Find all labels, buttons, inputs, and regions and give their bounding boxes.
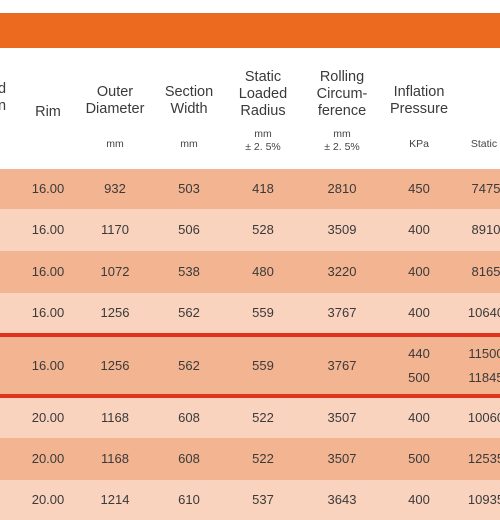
cell-pressure: 450 [408, 181, 430, 196]
header-partial-left: d n [0, 81, 6, 115]
header-rolling-circumference: Rolling Circum- ference [317, 69, 368, 120]
header-static-loaded-radius: Static Loaded Radius [239, 69, 287, 120]
cell-rim: 20.00 [31, 410, 65, 425]
cell-pressure: 400 [408, 410, 430, 425]
cell-static: 11500 [468, 345, 500, 361]
cell-static: 11845 [468, 369, 500, 385]
cell-section-width: 608 [178, 410, 200, 425]
header-inflation-pressure-line2: Pressure [389, 101, 449, 117]
cell-pressure: 400 [408, 222, 430, 237]
cell-rolling-circumference: 3507 [327, 410, 357, 425]
cell-rolling-circumference: 3507 [327, 451, 357, 466]
table-row[interactable]: 16.00 932 503 418 2810 450 7475 [0, 169, 500, 209]
cell-pressure: 400 [408, 305, 430, 320]
unit-inflation-pressure: KPa [409, 138, 429, 150]
unit-rolling-circumference: mm ± 2. 5% [324, 128, 360, 154]
cell-static: 10060 [467, 410, 500, 425]
cell-section-width: 562 [178, 357, 200, 373]
cell-rim: 16.00 [31, 264, 65, 279]
header-outer-diameter: Outer Diameter [86, 84, 145, 118]
header-static-loaded-radius-line1: Static [244, 69, 282, 85]
highlight-border-bottom [0, 394, 500, 398]
highlight-border-top [0, 333, 500, 337]
table-row[interactable]: 16.00 1170 506 528 3509 400 8910 [0, 209, 500, 251]
unit-static-loaded-radius-line2: ± 2. 5% [245, 141, 281, 153]
header-static-loaded-radius-line3: Radius [240, 103, 286, 119]
table-row[interactable]: 20.00 1168 608 522 3507 500 12535 [0, 438, 500, 480]
cell-outer-diameter: 932 [104, 181, 126, 196]
cell-rim: 16.00 [31, 305, 65, 320]
header-inflation-pressure: Inflation Pressure [390, 84, 448, 118]
cell-static-loaded-radius: 480 [252, 264, 274, 279]
cell-rim: 16.00 [31, 222, 65, 237]
cell-static-loaded-radius: 418 [252, 181, 274, 196]
cell-outer-diameter: 1072 [100, 264, 130, 279]
table-header: d n Rim Outer Diameter Section Width Sta… [0, 48, 500, 169]
header-outer-diameter-line1: Outer [96, 84, 134, 100]
unit-static-loaded-radius: mm ± 2. 5% [245, 128, 281, 154]
cell-static-loaded-radius: 528 [252, 222, 274, 237]
header-rolling-circumference-line2: Circum- [316, 86, 368, 102]
cell-outer-diameter: 1256 [100, 357, 130, 373]
cell-static-loaded-radius: 522 [252, 410, 274, 425]
unit-section-width: mm [180, 138, 198, 150]
cell-rolling-circumference: 3767 [327, 305, 357, 320]
unit-rolling-circumference-line1: mm [333, 128, 351, 140]
unit-rolling-circumference-line2: ± 2. 5% [324, 141, 360, 153]
table-banner [0, 13, 500, 48]
cell-rim: 16.00 [31, 181, 65, 196]
cell-section-width: 506 [178, 222, 200, 237]
header-rolling-circumference-line3: ference [317, 103, 367, 119]
header-inflation-pressure-line1: Inflation [393, 84, 445, 100]
cell-rolling-circumference: 3220 [327, 264, 357, 279]
table-row[interactable]: 20.00 1168 608 522 3507 400 10060 [0, 398, 500, 438]
cell-static: 12535 [467, 451, 500, 466]
header-rolling-circumference-line1: Rolling [319, 69, 365, 85]
unit-outer-diameter: mm [106, 138, 124, 150]
cell-section-width: 562 [178, 305, 200, 320]
cell-section-width: 503 [178, 181, 200, 196]
cell-section-width: 538 [178, 264, 200, 279]
table-row[interactable]: 16.00 1072 538 480 3220 400 8165 [0, 251, 500, 293]
cell-outer-diameter: 1168 [101, 410, 129, 425]
table-row[interactable]: 16.00 1256 562 559 3767 400 10640 [0, 293, 500, 333]
cell-rim: 20.00 [31, 451, 65, 466]
header-static-loaded-radius-line2: Loaded [238, 86, 288, 102]
unit-static: Static [470, 138, 498, 150]
unit-static-loaded-radius-line1: mm [254, 128, 272, 140]
cell-rolling-circumference: 2810 [327, 181, 357, 196]
cell-static: 7475 [471, 181, 500, 196]
table-row[interactable]: 16.00 1256 562 559 3767 440 500 11500 11845 [0, 337, 500, 394]
cell-outer-diameter: 1168 [101, 451, 129, 466]
cell-pressure: 400 [408, 264, 430, 279]
cell-static-loaded-radius: 559 [252, 305, 274, 320]
cell-rolling-circumference: 3509 [327, 222, 357, 237]
cell-static: 8165 [471, 264, 500, 279]
header-partial-left-line2: n [0, 98, 7, 114]
table-row[interactable]: 20.001214610537364340010935 [0, 480, 500, 520]
cell-pressure: 440 [408, 345, 430, 361]
header-section-width-line2: Width [170, 101, 208, 117]
cell-section-width: 608 [178, 451, 200, 466]
cell-static: 8910 [471, 222, 500, 237]
cell-rolling-circumference: 3767 [327, 357, 357, 373]
header-rim: Rim [35, 104, 61, 120]
cell-pressure: 500 [408, 369, 430, 385]
cell-static-loaded-radius: 559 [252, 357, 274, 373]
cell-outer-diameter: 1170 [101, 222, 129, 237]
cell-static-loaded-radius: 522 [252, 451, 274, 466]
cell-static: 10640 [467, 305, 500, 320]
header-section-width: Section Width [165, 84, 213, 118]
cell-outer-diameter: 1256 [100, 305, 130, 320]
cell-pressure: 500 [408, 451, 430, 466]
cell-rim: 16.00 [31, 357, 65, 373]
header-section-width-line1: Section [164, 84, 214, 100]
header-outer-diameter-line2: Diameter [85, 101, 145, 117]
top-margin [0, 0, 500, 13]
header-partial-left-line1: d [0, 81, 7, 97]
